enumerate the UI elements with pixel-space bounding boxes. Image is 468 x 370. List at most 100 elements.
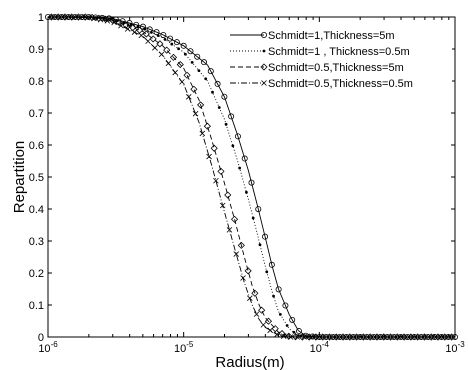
x-tick-label: 10-3: [445, 340, 465, 355]
data-point: [400, 333, 408, 341]
data-point: [325, 333, 334, 341]
data-point: [414, 333, 422, 341]
data-point: [183, 71, 191, 79]
data-point: [179, 79, 185, 85]
data-point: [207, 68, 214, 75]
data-point: [176, 61, 184, 69]
data-point: [260, 322, 267, 328]
data-point: [280, 333, 287, 339]
data-point: [262, 49, 266, 53]
data-point: [328, 334, 334, 340]
data-point: [170, 42, 174, 46]
data-point: [138, 32, 145, 39]
data-point: [251, 216, 255, 220]
data-point: [375, 334, 382, 340]
data-point: [359, 333, 367, 341]
data-point: [292, 330, 296, 334]
data-point: [146, 26, 153, 33]
data-point: [341, 334, 348, 340]
data-point: [68, 13, 76, 21]
y-tick-label: 0.3: [29, 236, 44, 248]
data-point: [152, 45, 158, 51]
data-point: [91, 15, 97, 22]
data-point: [145, 38, 151, 45]
data-point: [81, 13, 89, 21]
legend-label: Schmidt=0.5,Thickness=5m: [268, 62, 404, 74]
data-point: [156, 40, 164, 48]
data-point: [332, 333, 340, 341]
series-line: [48, 16, 455, 338]
data-point: [108, 16, 117, 24]
data-point: [192, 110, 199, 117]
data-point: [346, 333, 354, 341]
data-point: [224, 191, 232, 199]
data-point: [251, 289, 259, 297]
data-point: [149, 35, 157, 43]
data-point: [163, 46, 171, 54]
data-point: [292, 333, 300, 341]
data-point: [255, 206, 262, 213]
data-point: [366, 333, 374, 341]
data-point: [217, 167, 225, 175]
data-point: [211, 90, 214, 94]
data-point: [265, 270, 269, 274]
data-point: [244, 267, 252, 275]
data-point: [124, 26, 131, 32]
data-point: [441, 333, 449, 341]
data-point: [234, 133, 241, 140]
data-point: [57, 14, 63, 20]
x-tick-label: 10-4: [310, 340, 330, 355]
data-point: [224, 122, 228, 126]
data-point: [112, 16, 119, 23]
data-point: [420, 333, 429, 341]
data-point: [210, 144, 218, 152]
data-point: [443, 334, 450, 340]
data-point: [261, 80, 267, 86]
data-point: [165, 60, 172, 67]
legend-box: [226, 26, 452, 92]
series-layer: [45, 13, 458, 341]
data-point: [238, 166, 242, 170]
data-point: [61, 13, 69, 21]
data-point: [278, 330, 286, 338]
data-point: [169, 53, 178, 61]
y-tick-label: 0.8: [29, 76, 44, 88]
legend-label: Schmidt=0.5,Thickness=0.5m: [268, 78, 413, 90]
data-point: [219, 202, 226, 209]
data-point: [163, 38, 167, 41]
data-point: [230, 215, 239, 223]
data-point: [448, 333, 456, 341]
data-point: [260, 32, 267, 39]
data-point: [393, 333, 401, 341]
data-point: [173, 39, 180, 46]
legend-label: Schmidt=1,Thickness=5m: [268, 30, 395, 42]
data-point: [380, 333, 388, 341]
x-tick-label: 10-6: [38, 340, 58, 355]
data-point: [308, 334, 314, 340]
data-point: [278, 313, 282, 316]
x-tick-label: 10-5: [174, 340, 194, 355]
y-tick-label: 0.1: [29, 300, 44, 312]
y-tick-label: 0.2: [29, 268, 44, 280]
data-point: [115, 19, 123, 27]
data-point: [197, 101, 205, 109]
data-point: [172, 69, 178, 76]
data-point: [267, 327, 273, 334]
data-point: [194, 53, 201, 60]
data-point: [389, 334, 396, 340]
y-tick-label: 0: [38, 332, 44, 344]
data-point: [321, 334, 328, 340]
data-point: [204, 77, 208, 81]
data-point: [206, 153, 212, 160]
data-point: [221, 93, 228, 100]
data-point: [183, 52, 187, 56]
y-tick-label: 0.7: [29, 108, 44, 120]
data-point: [248, 179, 255, 186]
data-point: [434, 333, 442, 341]
data-point: [228, 113, 235, 120]
data-point: [187, 48, 194, 55]
data-point: [177, 47, 180, 51]
data-point: [213, 177, 219, 184]
data-point: [97, 16, 104, 23]
